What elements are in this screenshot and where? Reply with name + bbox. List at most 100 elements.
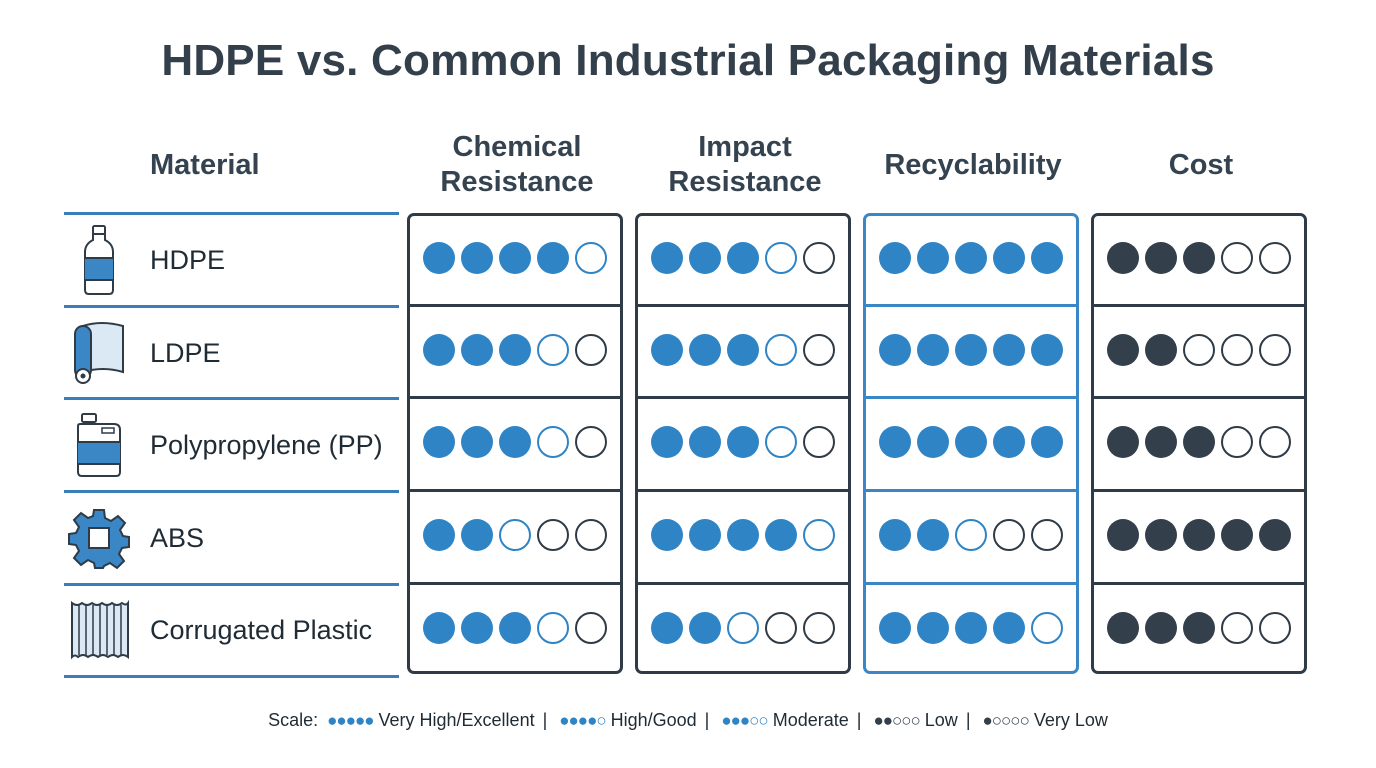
material-row-ldpe: LDPE — [64, 308, 399, 398]
rating-dots — [866, 515, 1076, 555]
header-cost: Cost — [1168, 148, 1234, 181]
rating-dot-filled — [423, 426, 455, 458]
cell-divider — [866, 396, 1076, 399]
header-chemical-resistance: Chemical Resistance — [407, 125, 627, 205]
rating-dots — [866, 422, 1076, 462]
material-label: Polypropylene (PP) — [150, 429, 383, 460]
material-label: ABS — [150, 522, 205, 553]
rating-dot-filled — [917, 426, 949, 458]
rating-dot-filled — [461, 612, 493, 644]
rating-dot-filled — [461, 242, 493, 274]
rating-dots — [410, 238, 620, 278]
rating-dot-filled — [1031, 426, 1063, 458]
rating-dot-filled — [727, 242, 759, 274]
header-recyclability: Recyclability — [884, 148, 1062, 181]
rating-dot-empty — [727, 612, 759, 644]
cell-divider — [1094, 582, 1304, 585]
rating-dot-empty — [537, 612, 569, 644]
legend-separator: | — [704, 710, 710, 730]
header-impact-line2: Resistance — [668, 166, 822, 198]
rating-dot-filled — [879, 334, 911, 366]
legend-prefix: Scale: — [268, 710, 319, 730]
cell-divider — [1094, 304, 1304, 307]
material-label: Corrugated Plastic — [150, 614, 373, 645]
rating-dot-empty — [575, 242, 607, 274]
scale-legend: Scale: ●●●●● Very High/Excellent | ●●●●○ Hig… — [0, 710, 1376, 731]
cell-divider — [866, 304, 1076, 307]
chart-title: HDPE vs. Common Industrial Packaging Mat… — [161, 36, 1215, 85]
rating-dots — [410, 608, 620, 648]
cell-divider — [866, 582, 1076, 585]
rating-dot-filled — [689, 334, 721, 366]
legend-symbol: ●●●●● — [327, 711, 374, 730]
rating-dot-filled — [955, 334, 987, 366]
rating-dot-filled — [993, 612, 1025, 644]
rating-dot-filled — [651, 612, 683, 644]
rating-dots — [638, 422, 848, 462]
rating-dot-filled — [917, 612, 949, 644]
cost-column — [1091, 213, 1307, 674]
chemical-resistance-column — [407, 213, 623, 674]
rating-dot-empty — [537, 426, 569, 458]
rating-dot-empty — [803, 242, 835, 274]
rating-dots — [1094, 330, 1304, 370]
header-material: Material — [150, 148, 260, 181]
rating-dot-empty — [575, 334, 607, 366]
cell-divider — [638, 396, 848, 399]
cell-divider — [638, 304, 848, 307]
cell-divider — [410, 396, 620, 399]
rating-dot-empty — [765, 426, 797, 458]
rating-dot-filled — [1145, 612, 1177, 644]
rating-dot-empty — [803, 334, 835, 366]
rating-dot-filled — [955, 426, 987, 458]
rating-dot-filled — [1259, 519, 1291, 551]
rating-dot-filled — [1031, 334, 1063, 366]
rating-dots — [1094, 515, 1304, 555]
legend-symbol: ●●●○○ — [721, 711, 768, 730]
rating-dot-filled — [727, 334, 759, 366]
rating-dot-filled — [1107, 426, 1139, 458]
rating-dot-filled — [651, 334, 683, 366]
rating-dot-filled — [1145, 519, 1177, 551]
rating-dots — [638, 608, 848, 648]
row-divider — [64, 490, 399, 493]
rating-dot-empty — [1031, 519, 1063, 551]
header-impact-line1: Impact — [698, 131, 792, 163]
rating-dot-empty — [1259, 426, 1291, 458]
rating-dot-filled — [993, 426, 1025, 458]
rating-dot-empty — [575, 426, 607, 458]
rating-dot-filled — [955, 612, 987, 644]
rating-dot-filled — [423, 242, 455, 274]
cell-divider — [1094, 489, 1304, 492]
material-label: LDPE — [150, 337, 221, 368]
rating-dot-empty — [537, 519, 569, 551]
recyclability-column — [863, 213, 1079, 674]
rating-dot-filled — [499, 426, 531, 458]
rating-dot-filled — [461, 519, 493, 551]
rating-dot-filled — [651, 426, 683, 458]
rating-dot-filled — [537, 242, 569, 274]
legend-label: Very Low — [1033, 710, 1108, 730]
rating-dots — [638, 515, 848, 555]
rating-dot-filled — [879, 426, 911, 458]
rating-dot-empty — [537, 334, 569, 366]
material-row-pp: Polypropylene (PP) — [64, 400, 399, 490]
cell-divider — [410, 489, 620, 492]
rating-dot-filled — [1107, 519, 1139, 551]
rating-dot-filled — [1183, 426, 1215, 458]
impact-resistance-column — [635, 213, 851, 674]
row-divider — [64, 675, 399, 678]
rating-dot-filled — [727, 426, 759, 458]
rating-dot-filled — [1145, 334, 1177, 366]
rating-dot-filled — [461, 334, 493, 366]
rating-dot-filled — [917, 334, 949, 366]
rating-dots — [1094, 608, 1304, 648]
corrugated-sheet-icon — [64, 590, 134, 670]
legend-label: Very High/Excellent — [378, 710, 535, 730]
rating-dot-empty — [765, 612, 797, 644]
cell-divider — [866, 489, 1076, 492]
rating-dots — [1094, 238, 1304, 278]
rating-dot-filled — [689, 426, 721, 458]
material-row-corrugated: Corrugated Plastic — [64, 585, 399, 675]
rating-dot-empty — [1221, 612, 1253, 644]
